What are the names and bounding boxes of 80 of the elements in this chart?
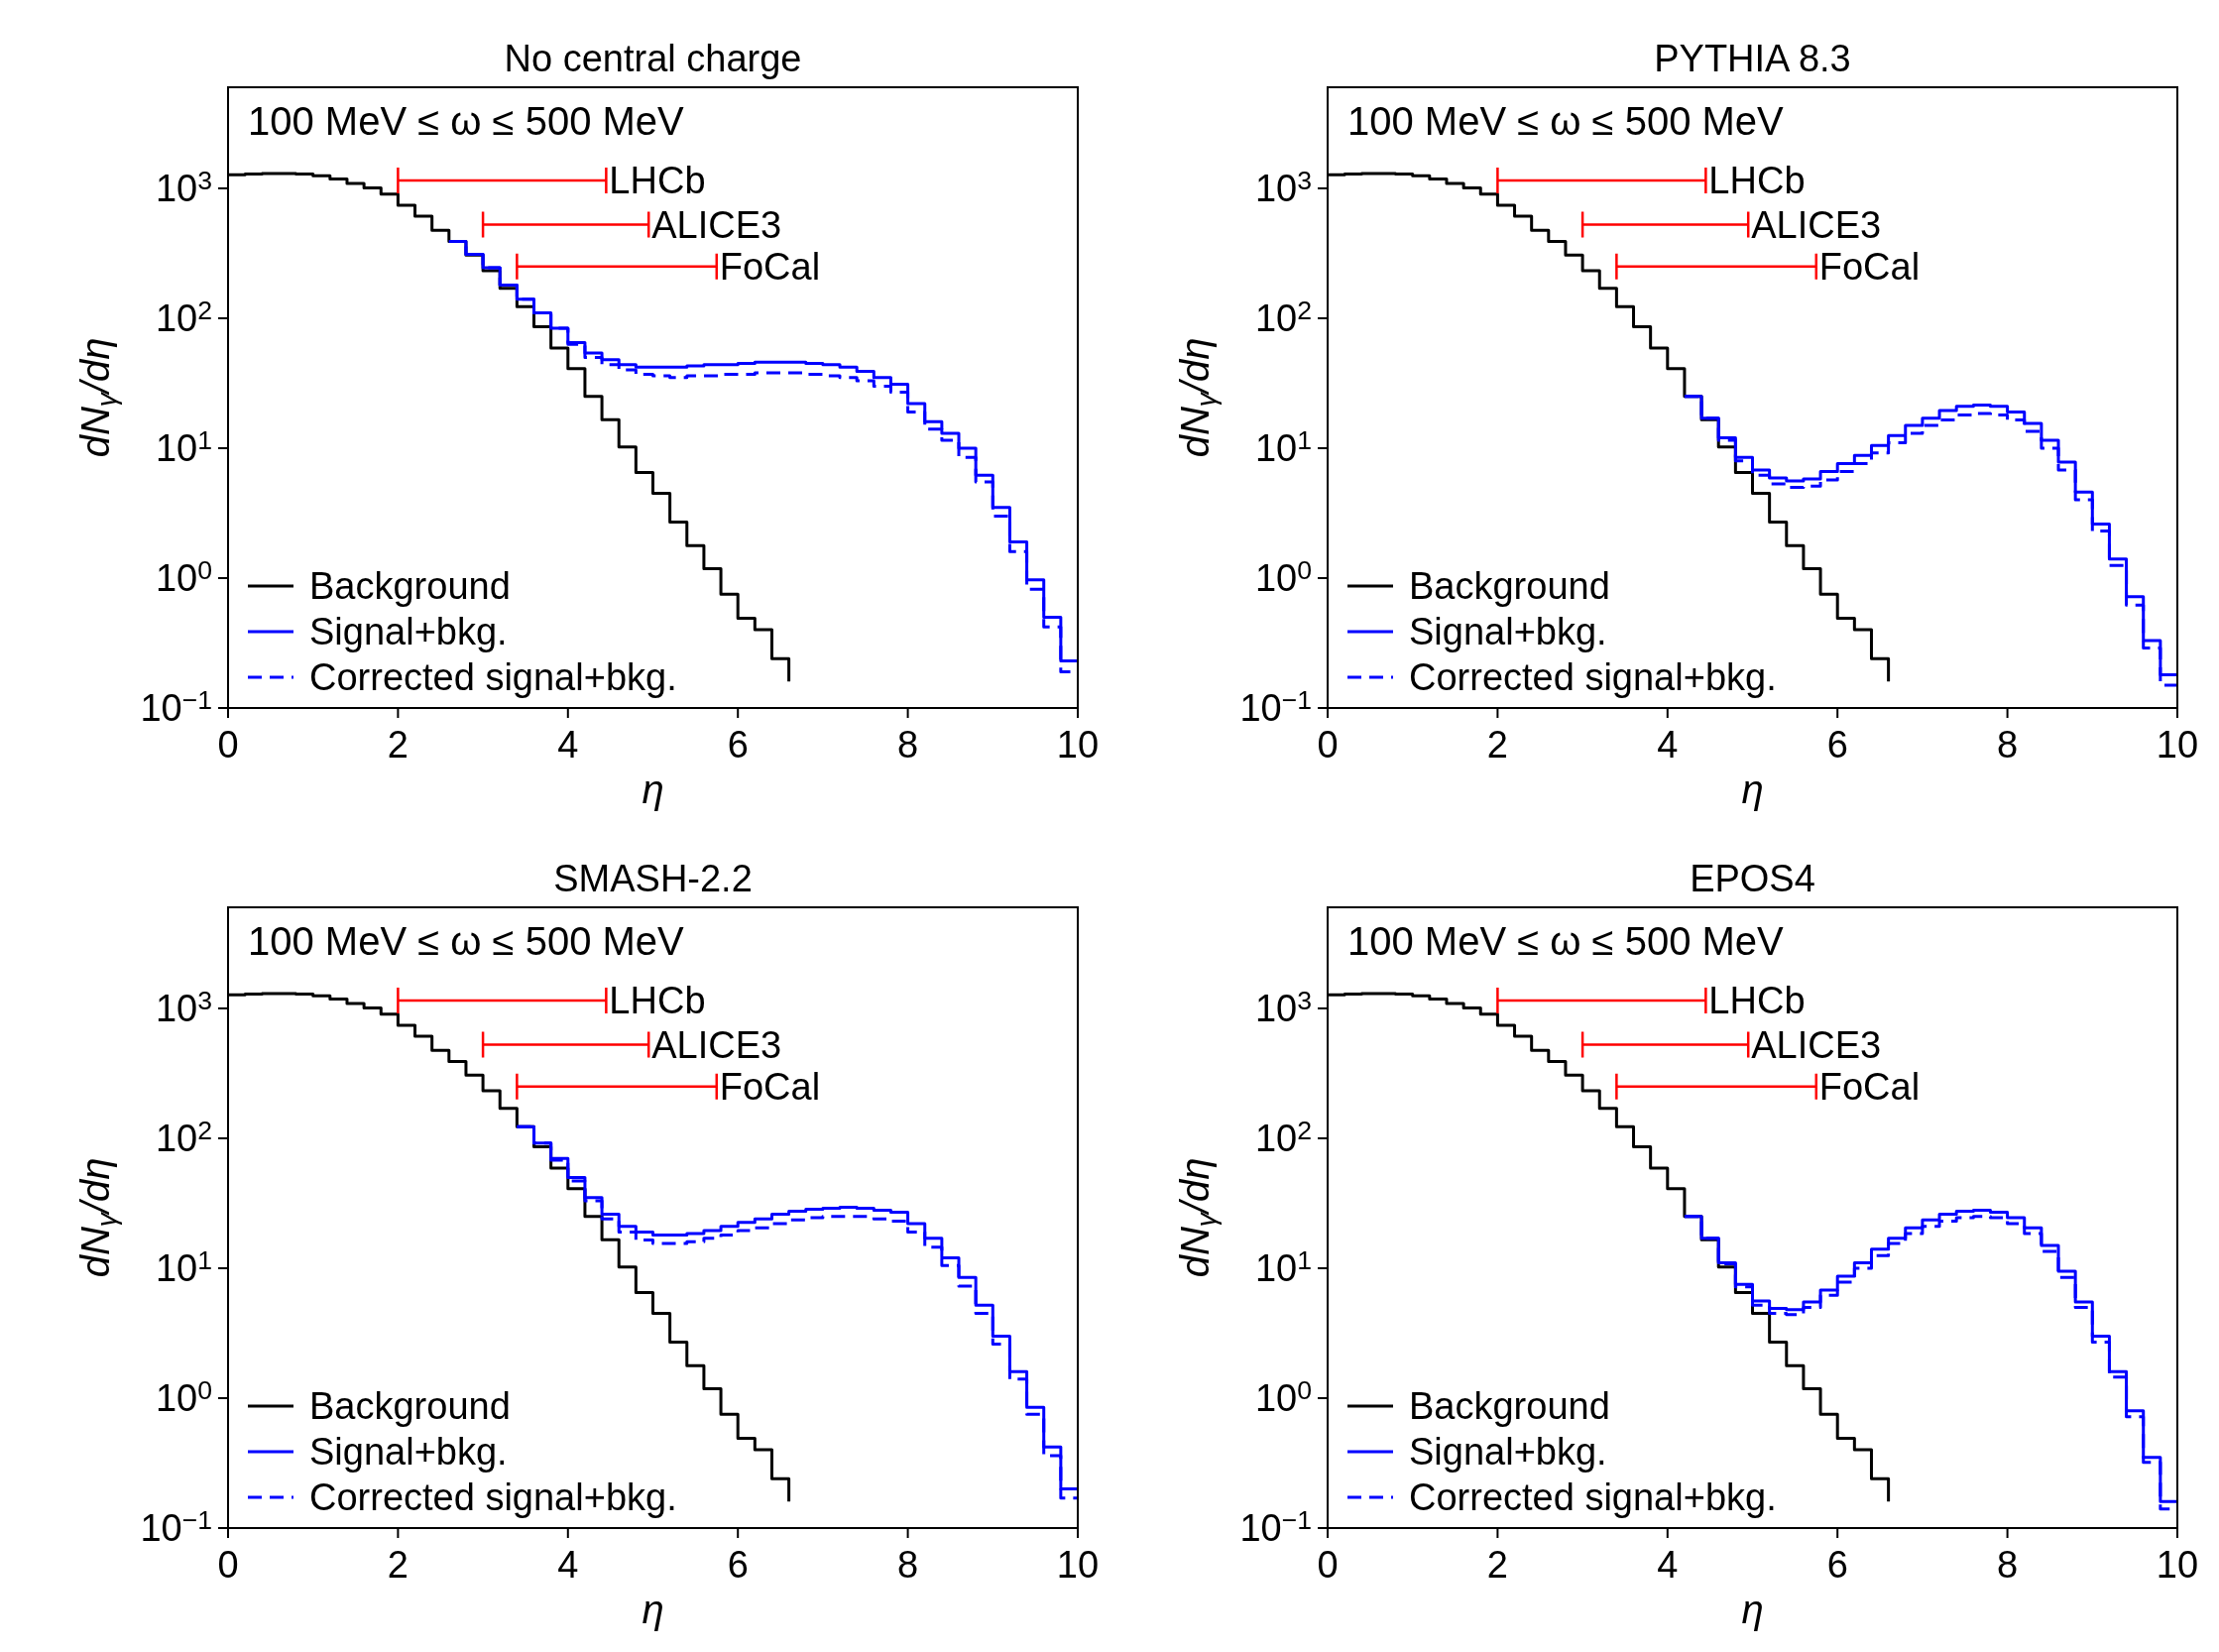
x-tick-label: 2 [387,1544,409,1586]
y-tick-label: 10$^{0}$ [155,1375,212,1420]
chart-title: EPOS4 [1690,858,1815,899]
x-tick-label: 8 [897,724,919,766]
y-tick-label: 10$^{3}$ [155,986,212,1030]
y-tick-label: 10$^{−1}$ [140,685,212,730]
y-tick-label: 10$^{0}$ [1254,1375,1312,1420]
x-tick-label: 4 [557,724,579,766]
legend-label: LHCb [1708,160,1806,202]
x-axis-title: η [642,767,664,811]
x-tick-label: 4 [557,1544,579,1586]
legend-label: Background [1409,565,1610,608]
legend-label: Corrected signal+bkg. [1409,1476,1777,1519]
x-tick-label: 0 [217,1544,239,1586]
chart-title: PYTHIA 8.3 [1654,38,1851,79]
x-tick-label: 4 [1657,1544,1679,1586]
y-tick-label: 10$^{3}$ [1254,166,1312,210]
chart-title: No central charge [504,38,802,79]
x-tick-label: 2 [1486,724,1508,766]
y-tick-label: 10$^{−1}$ [1239,1505,1312,1550]
x-tick-label: 6 [1826,724,1848,766]
y-tick-label: 10$^{3}$ [1254,986,1312,1030]
y-tick-label: 10$^{−1}$ [140,1505,212,1550]
x-tick-label: 8 [1997,724,2019,766]
legend-label: Corrected signal+bkg. [1409,656,1777,699]
x-tick-label: 2 [387,724,409,766]
y-tick-label: 10$^{1}$ [1254,1245,1312,1290]
y-tick-label: 10$^{2}$ [1254,295,1312,340]
y-tick-label: 10$^{1}$ [155,425,212,470]
x-tick-label: 6 [727,724,749,766]
legend-label: ALICE3 [651,1023,782,1066]
x-tick-label: 6 [727,1544,749,1586]
y-tick-label: 10$^{1}$ [155,1245,212,1290]
legend-label: Signal+bkg. [309,1431,508,1474]
legend-label: ALICE3 [1751,203,1882,246]
legend-label: ALICE3 [651,203,782,246]
legend-label: Background [1409,1385,1610,1428]
legend-label: ALICE3 [1751,1023,1882,1066]
annotation: 100 MeV ≤ ω ≤ 500 MeV [248,99,685,143]
legend-label: FoCal [1818,246,1921,289]
chart-title: SMASH-2.2 [553,858,753,899]
legend-label: FoCal [719,1066,821,1109]
x-tick-label: 0 [217,724,239,766]
annotation: 100 MeV ≤ ω ≤ 500 MeV [1347,99,1785,143]
y-tick-label: 10$^{−1}$ [1239,685,1312,730]
annotation: 100 MeV ≤ ω ≤ 500 MeV [1347,919,1785,963]
legend-label: LHCb [609,160,706,202]
x-tick-label: 8 [1997,1544,2019,1586]
x-tick-label: 0 [1317,1544,1339,1586]
legend-label: Background [309,1385,511,1428]
y-tick-label: 10$^{2}$ [155,295,212,340]
legend-label: LHCb [609,980,706,1022]
annotation: 100 MeV ≤ ω ≤ 500 MeV [248,919,685,963]
x-tick-label: 2 [1486,1544,1508,1586]
y-tick-label: 10$^{0}$ [155,555,212,600]
legend-label: FoCal [1818,1066,1921,1109]
legend-label: Signal+bkg. [309,611,508,653]
y-tick-label: 10$^{2}$ [155,1116,212,1160]
x-tick-label: 8 [897,1544,919,1586]
legend-label: Signal+bkg. [1409,611,1607,653]
x-axis-title: η [1741,767,1764,811]
x-tick-label: 4 [1657,724,1679,766]
y-tick-label: 10$^{3}$ [155,166,212,210]
legend-label: Corrected signal+bkg. [309,1476,677,1519]
y-tick-label: 10$^{2}$ [1254,1116,1312,1160]
x-tick-label: 10 [1056,1544,1100,1586]
legend-label: Background [309,565,511,608]
legend-label: FoCal [719,246,821,289]
y-tick-label: 10$^{1}$ [1254,425,1312,470]
x-tick-label: 10 [2156,724,2199,766]
legend-label: LHCb [1708,980,1806,1022]
x-axis-title: η [1741,1588,1764,1631]
x-axis-title: η [642,1588,664,1631]
y-tick-label: 10$^{0}$ [1254,555,1312,600]
legend-label: Signal+bkg. [1409,1431,1607,1474]
x-tick-label: 10 [1056,724,1100,766]
legend-label: Corrected signal+bkg. [309,656,677,699]
x-tick-label: 6 [1826,1544,1848,1586]
x-tick-label: 0 [1317,724,1339,766]
x-tick-label: 10 [2156,1544,2199,1586]
